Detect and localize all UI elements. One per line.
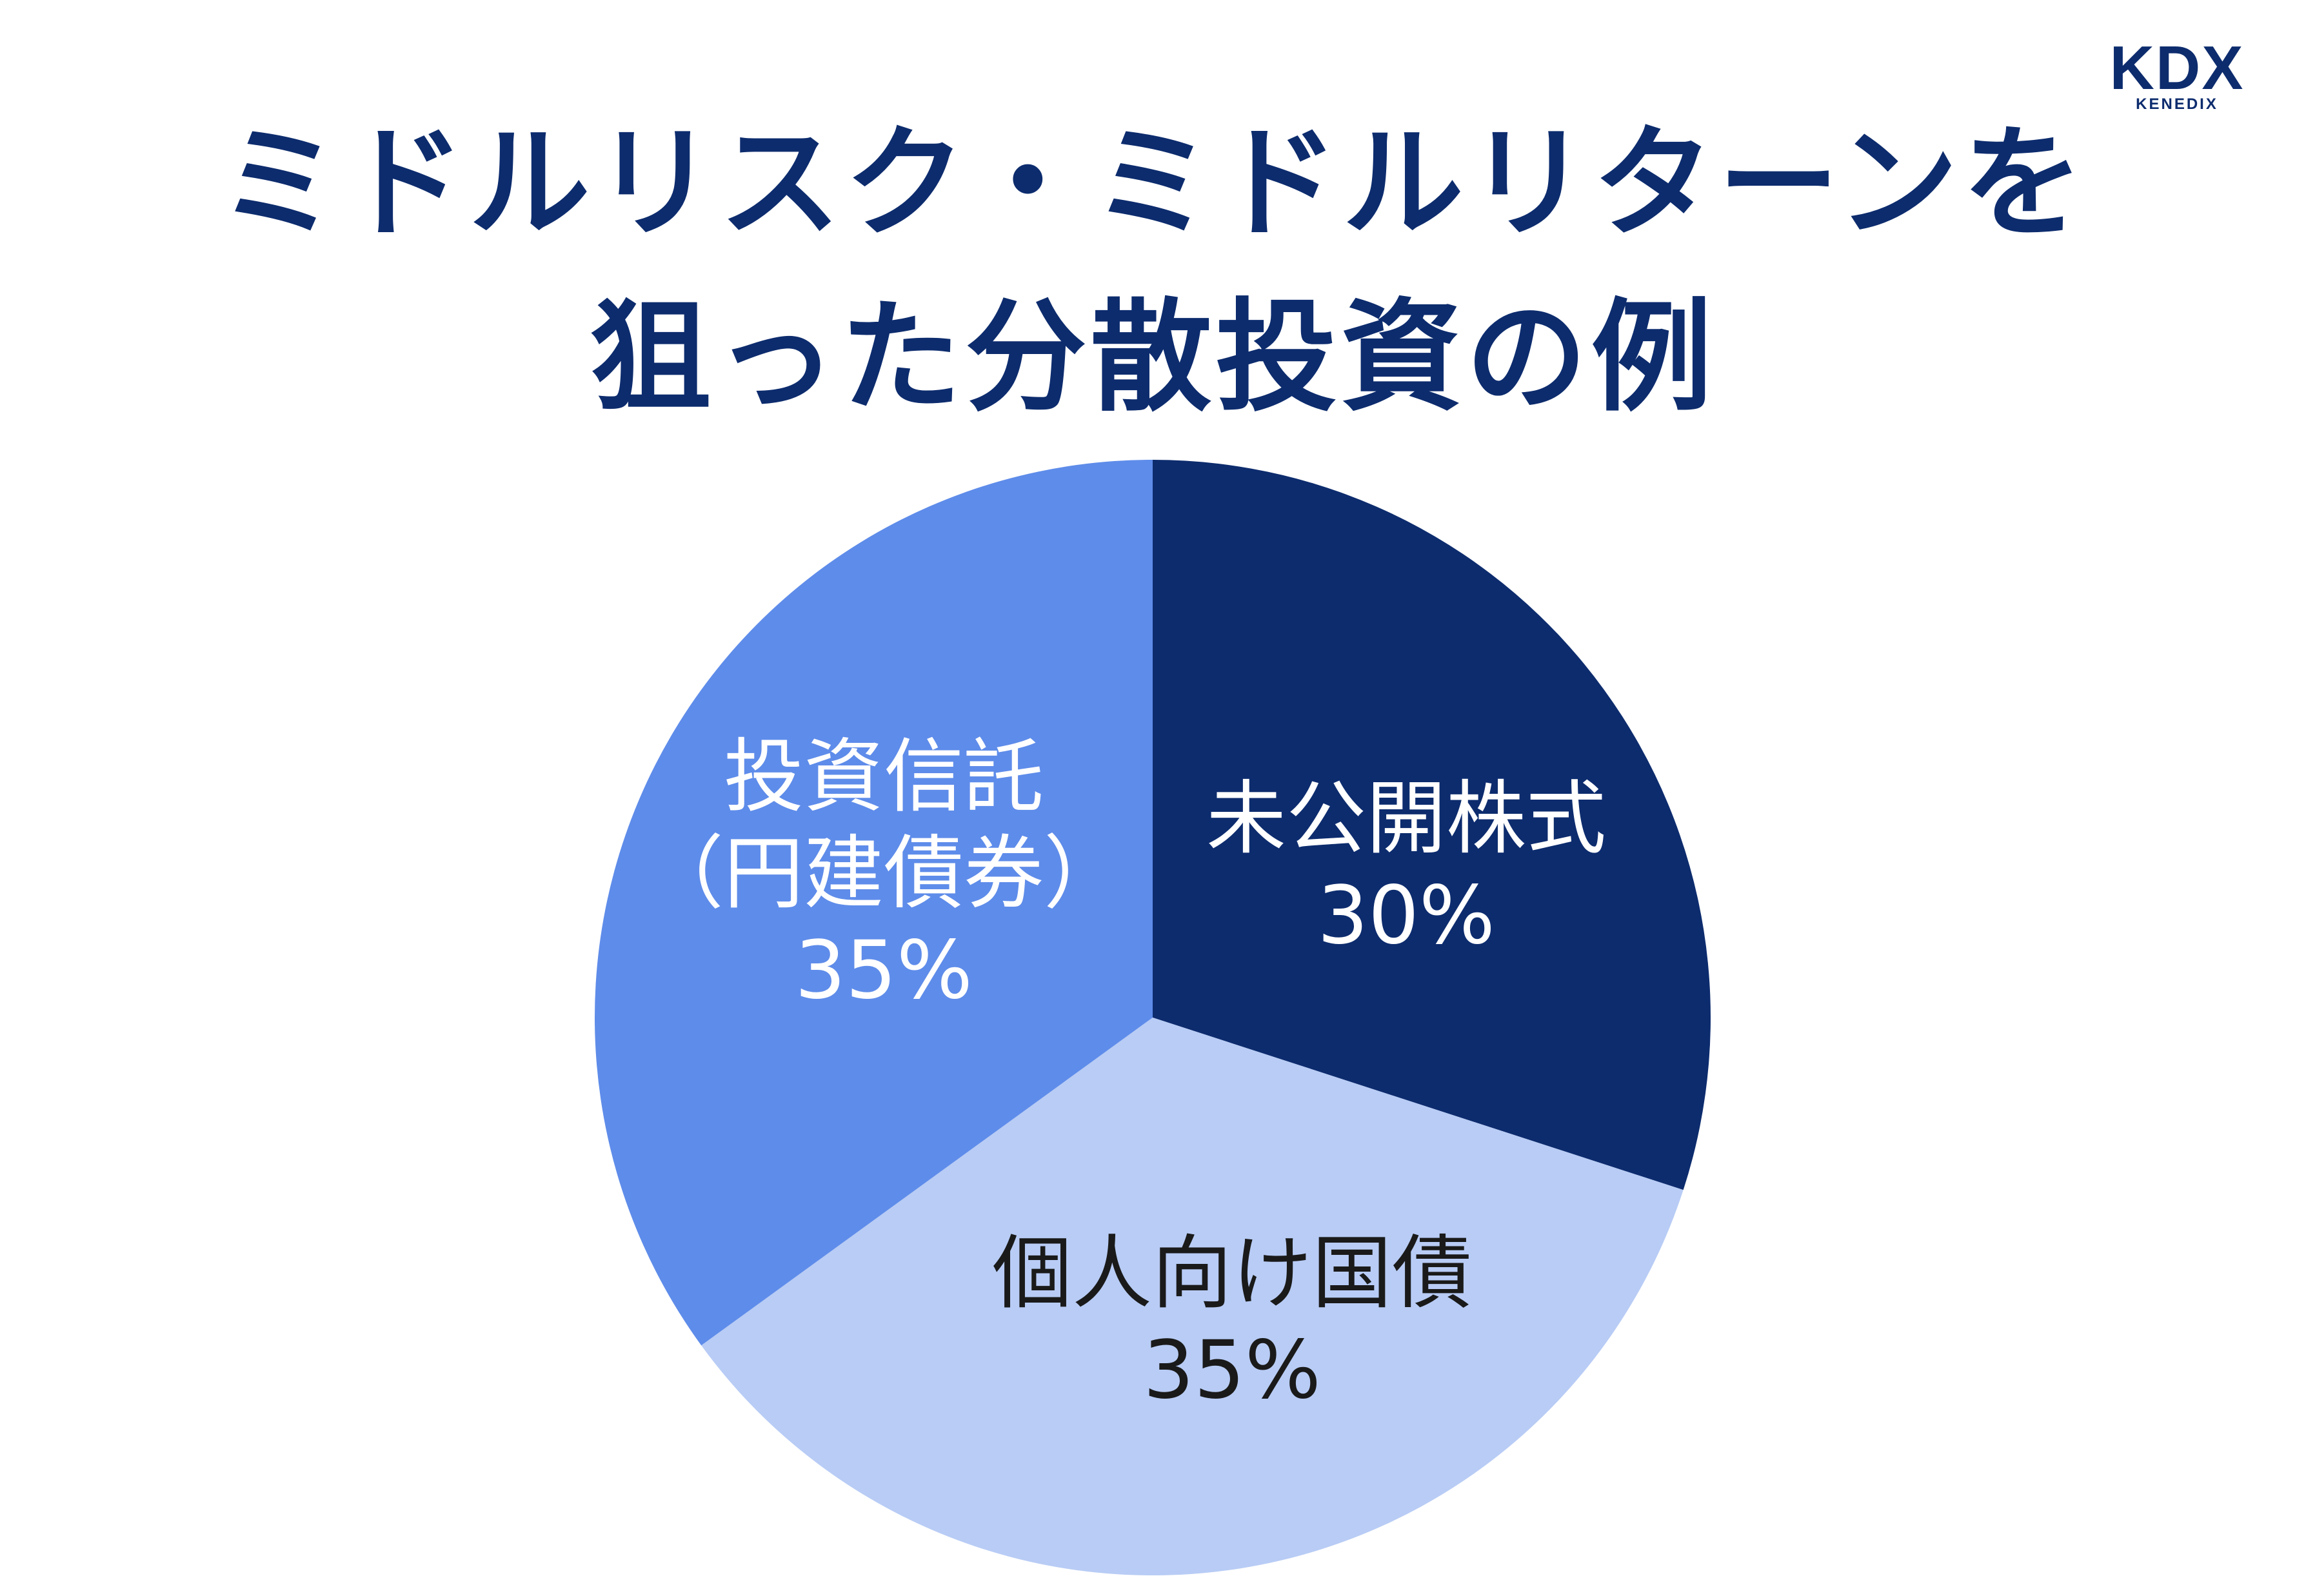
kenedix-logo: KDX KENEDIX [2103,34,2251,112]
slice-label-bond: 個人向け国債 35% [922,1225,1542,1419]
slice-label-stock-name: 未公開株式 [1206,773,1606,865]
slice-label-stock-pct: 30% [1317,869,1495,962]
logo-subtext: KENEDIX [2136,95,2218,113]
page-title: ミドルリスク・ミドルリターンを 狙った分散投資の例 [0,97,2306,445]
logo-mark: KDX [2109,34,2245,103]
slice-label-fund-pct: 35% [795,924,973,1017]
pie-slice-stock [1153,460,1711,1190]
title-line-2: 狙った分散投資の例 [590,287,1716,428]
pie-slice-bond [701,1018,1684,1575]
slice-label-stock: 未公開株式 30% [1161,771,1651,964]
slice-label-bond-name: 個人向け国債 [991,1227,1472,1320]
slice-label-bond-pct: 35% [1143,1324,1321,1417]
slice-label-fund-subname: （円建債券） [643,827,1124,920]
slice-label-fund-name: 投資信託 [723,731,1044,823]
pie-slice-fund [595,460,1153,1346]
title-line-1: ミドルリスク・ミドルリターンを [219,113,2087,254]
slice-label-fund: 投資信託 （円建債券） 35% [632,729,1135,1019]
